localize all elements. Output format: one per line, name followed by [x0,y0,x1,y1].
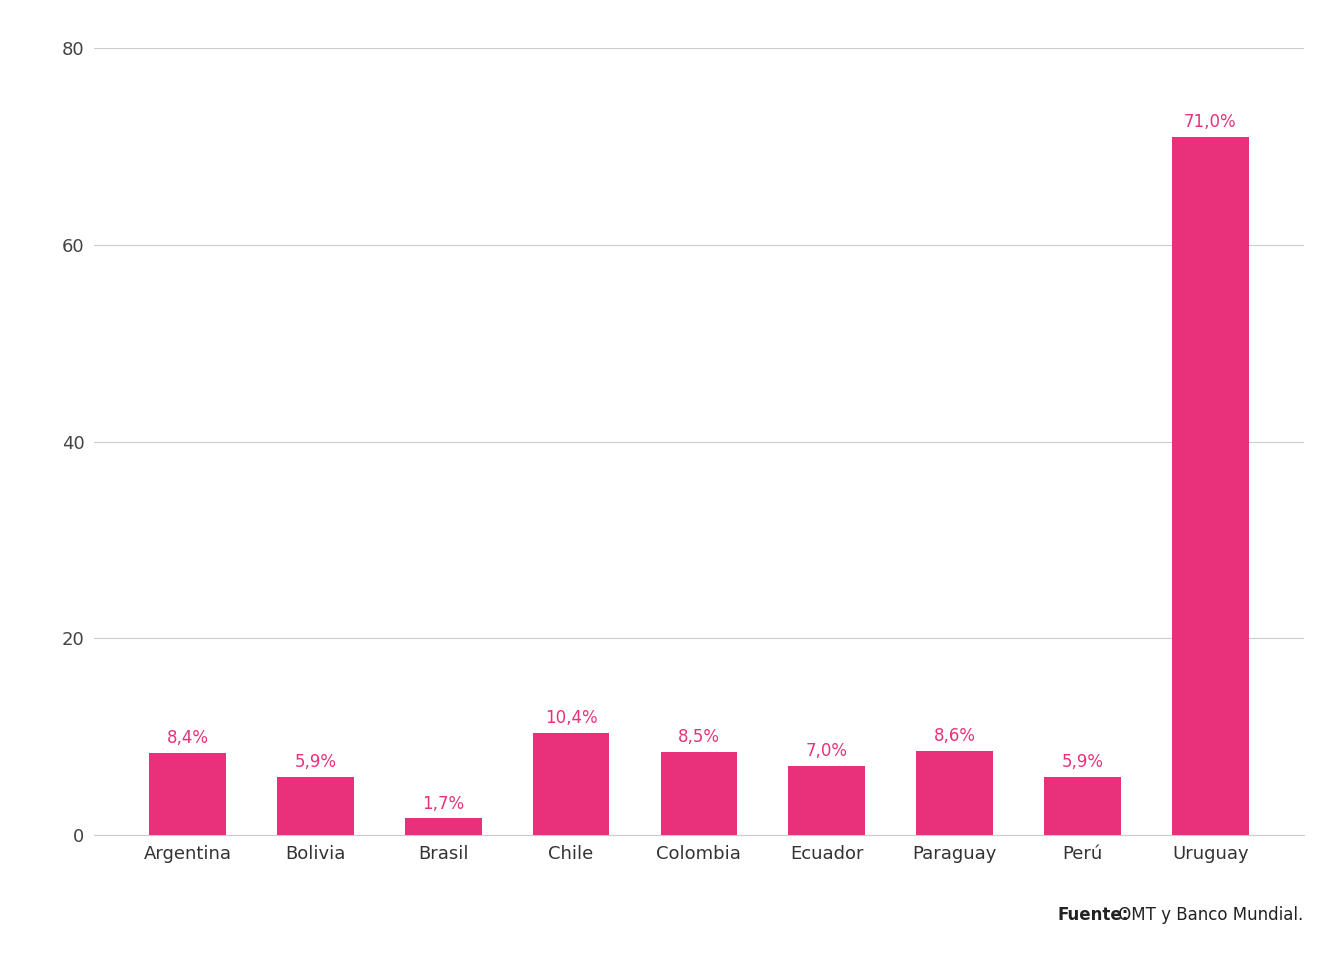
Text: 10,4%: 10,4% [544,708,597,727]
Text: 8,4%: 8,4% [167,729,208,747]
Text: 1,7%: 1,7% [422,795,464,812]
Bar [1044,778,1121,835]
Text: 5,9%: 5,9% [1062,754,1103,771]
Bar [917,751,993,835]
Bar [1172,136,1249,835]
Bar [789,766,866,835]
Bar [532,732,609,835]
Text: 7,0%: 7,0% [806,742,848,760]
Text: 8,5%: 8,5% [677,728,720,746]
Text: 8,6%: 8,6% [934,727,976,745]
Text: 71,0%: 71,0% [1184,112,1236,131]
Bar [149,753,226,835]
Bar [660,752,738,835]
Text: OMT y Banco Mundial.: OMT y Banco Mundial. [1113,905,1304,924]
Text: Fuente:: Fuente: [1058,905,1129,924]
Bar [405,819,481,835]
Text: 5,9%: 5,9% [294,754,336,771]
Bar [277,778,353,835]
